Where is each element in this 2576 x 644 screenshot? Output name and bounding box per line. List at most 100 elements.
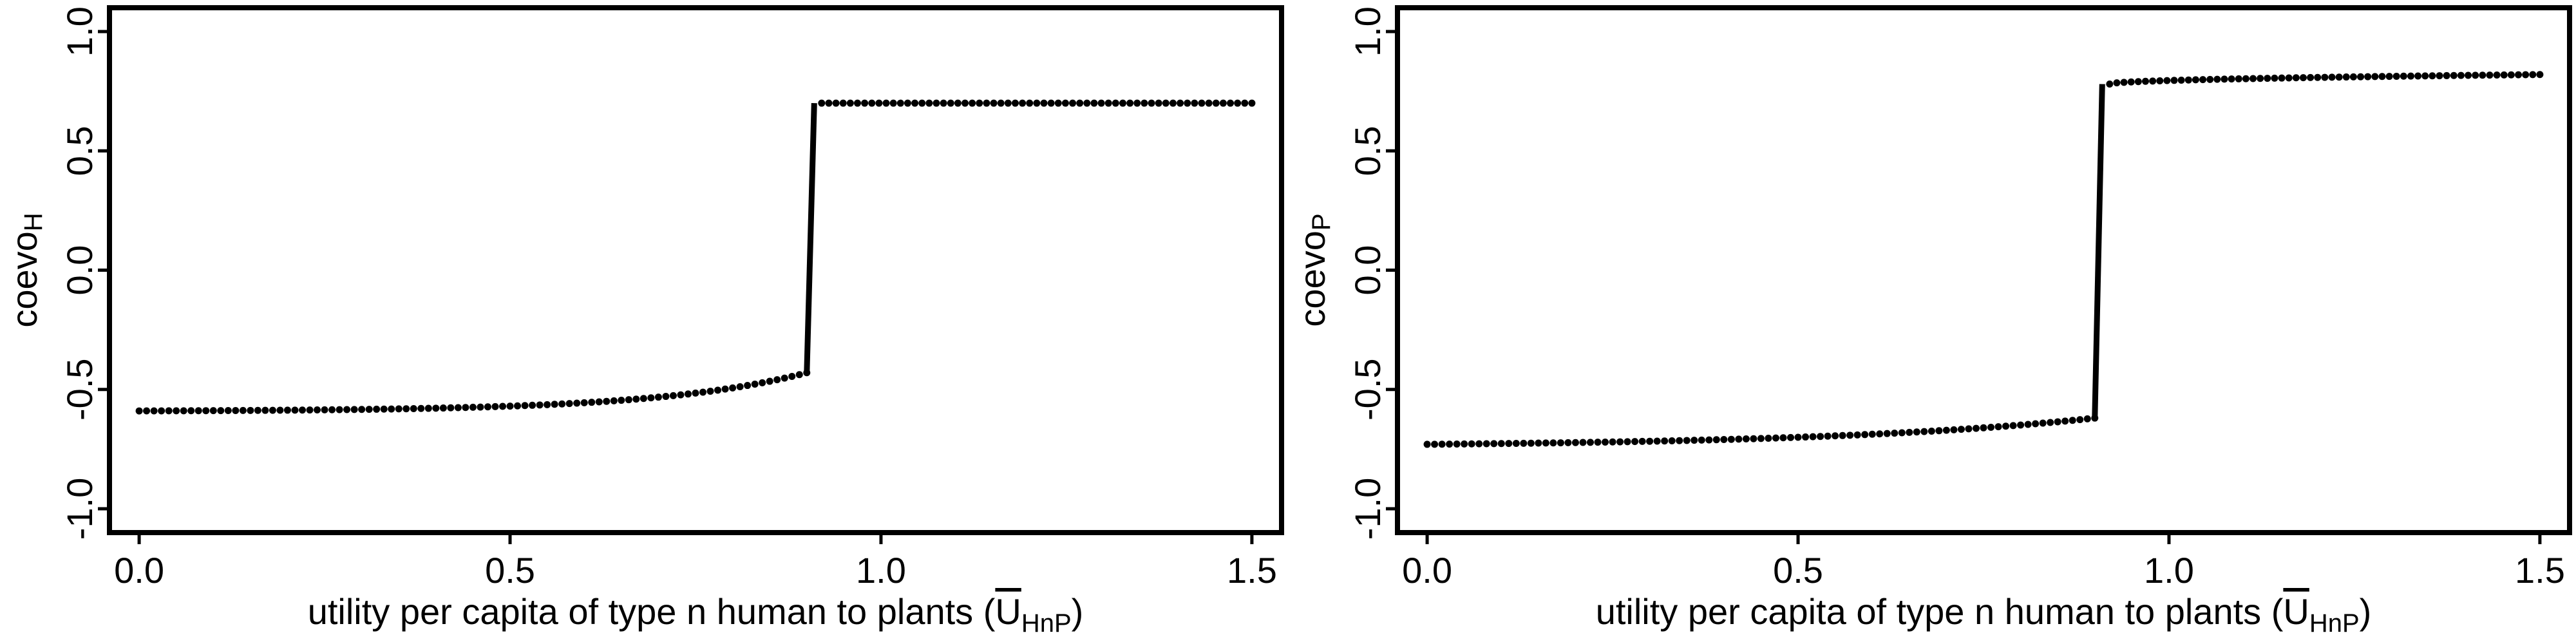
data-point <box>677 391 685 399</box>
data-point <box>173 407 180 415</box>
data-point <box>2249 75 2257 82</box>
data-point <box>1720 436 1728 444</box>
data-point <box>1076 99 1084 107</box>
data-point <box>662 393 670 401</box>
data-point <box>639 395 647 402</box>
data-point <box>2522 71 2530 79</box>
data-point <box>2141 77 2149 85</box>
data-point <box>1772 434 1779 442</box>
data-point <box>580 399 588 406</box>
data-point <box>1141 99 1148 107</box>
data-point <box>868 99 876 107</box>
data-point <box>2407 72 2414 80</box>
data-point <box>1609 438 1616 446</box>
data-point <box>1054 99 1062 107</box>
data-point <box>1868 430 1876 438</box>
data-point <box>1980 424 1987 431</box>
data-point <box>558 400 566 408</box>
data-point <box>2061 417 2069 425</box>
data-point <box>1809 433 1817 440</box>
data-point <box>1227 99 1235 107</box>
data-point <box>2507 71 2515 79</box>
data-point <box>825 99 833 107</box>
data-point <box>882 99 890 107</box>
data-point <box>2213 75 2221 83</box>
data-point <box>2385 73 2393 80</box>
data-point <box>1861 431 1869 439</box>
data-point <box>1212 99 1220 107</box>
data-point <box>647 394 655 402</box>
data-point <box>699 388 707 396</box>
data-point <box>1616 438 1624 446</box>
transition-line <box>2092 84 2105 419</box>
y-tick-label: 0.5 <box>59 126 100 176</box>
data-point <box>402 405 410 413</box>
data-point <box>773 376 781 384</box>
data-point <box>1219 99 1227 107</box>
data-point <box>529 401 536 409</box>
data-point <box>1705 436 1713 444</box>
data-point <box>380 405 388 413</box>
data-point <box>1512 439 1520 447</box>
x-tick-label: 0.5 <box>1773 550 1823 591</box>
data-point <box>1631 438 1639 446</box>
data-point <box>217 407 225 415</box>
data-point <box>2069 417 2076 424</box>
data-point <box>2515 71 2523 79</box>
data-point <box>1661 437 1669 445</box>
data-point <box>2479 71 2486 79</box>
data-point <box>1205 99 1213 107</box>
data-point <box>321 406 328 413</box>
data-point <box>588 399 596 406</box>
data-point <box>1891 430 1899 437</box>
data-point <box>706 387 714 395</box>
data-point <box>997 99 1005 107</box>
data-point <box>2076 416 2084 424</box>
x-tick-label: 1.0 <box>2144 550 2194 591</box>
data-point <box>410 404 417 412</box>
data-point <box>2047 419 2054 426</box>
data-point <box>1482 440 1490 448</box>
data-point <box>373 405 381 413</box>
data-point <box>714 386 722 394</box>
data-point <box>2371 73 2379 80</box>
data-point <box>2235 75 2242 82</box>
data-point <box>2364 73 2372 80</box>
data-point <box>328 406 336 413</box>
data-point <box>1241 99 1249 107</box>
data-point <box>135 407 143 415</box>
data-point <box>314 406 321 414</box>
data-point <box>669 392 677 399</box>
data-point <box>1942 426 1950 434</box>
data-point <box>2299 74 2307 82</box>
y-tick-label: 1.0 <box>1347 6 1388 57</box>
data-point <box>1742 435 1750 443</box>
x-tick-label: 1.5 <box>2515 550 2565 591</box>
data-point <box>365 406 373 413</box>
data-point <box>1527 439 1535 447</box>
data-point <box>2054 418 2061 426</box>
data-point <box>1757 435 1765 442</box>
data-point <box>2500 71 2508 79</box>
data-point <box>1198 99 1206 107</box>
data-point <box>788 372 796 380</box>
data-point <box>2192 76 2199 84</box>
data-point <box>969 99 976 107</box>
data-point <box>1011 99 1019 107</box>
data-point <box>491 402 499 410</box>
data-point <box>1248 99 1256 107</box>
data-point <box>247 406 254 414</box>
data-point <box>1112 99 1119 107</box>
data-point <box>2536 71 2544 79</box>
data-point <box>1638 437 1646 445</box>
data-point <box>2163 77 2171 84</box>
data-point <box>2436 72 2443 80</box>
data-point <box>1490 440 1498 448</box>
data-point <box>692 389 699 397</box>
data-point <box>1423 440 1431 448</box>
data-point <box>2392 72 2400 80</box>
y-tick-label: -0.5 <box>59 358 100 421</box>
data-point <box>925 99 933 107</box>
data-point <box>795 371 803 379</box>
data-point <box>766 377 773 385</box>
